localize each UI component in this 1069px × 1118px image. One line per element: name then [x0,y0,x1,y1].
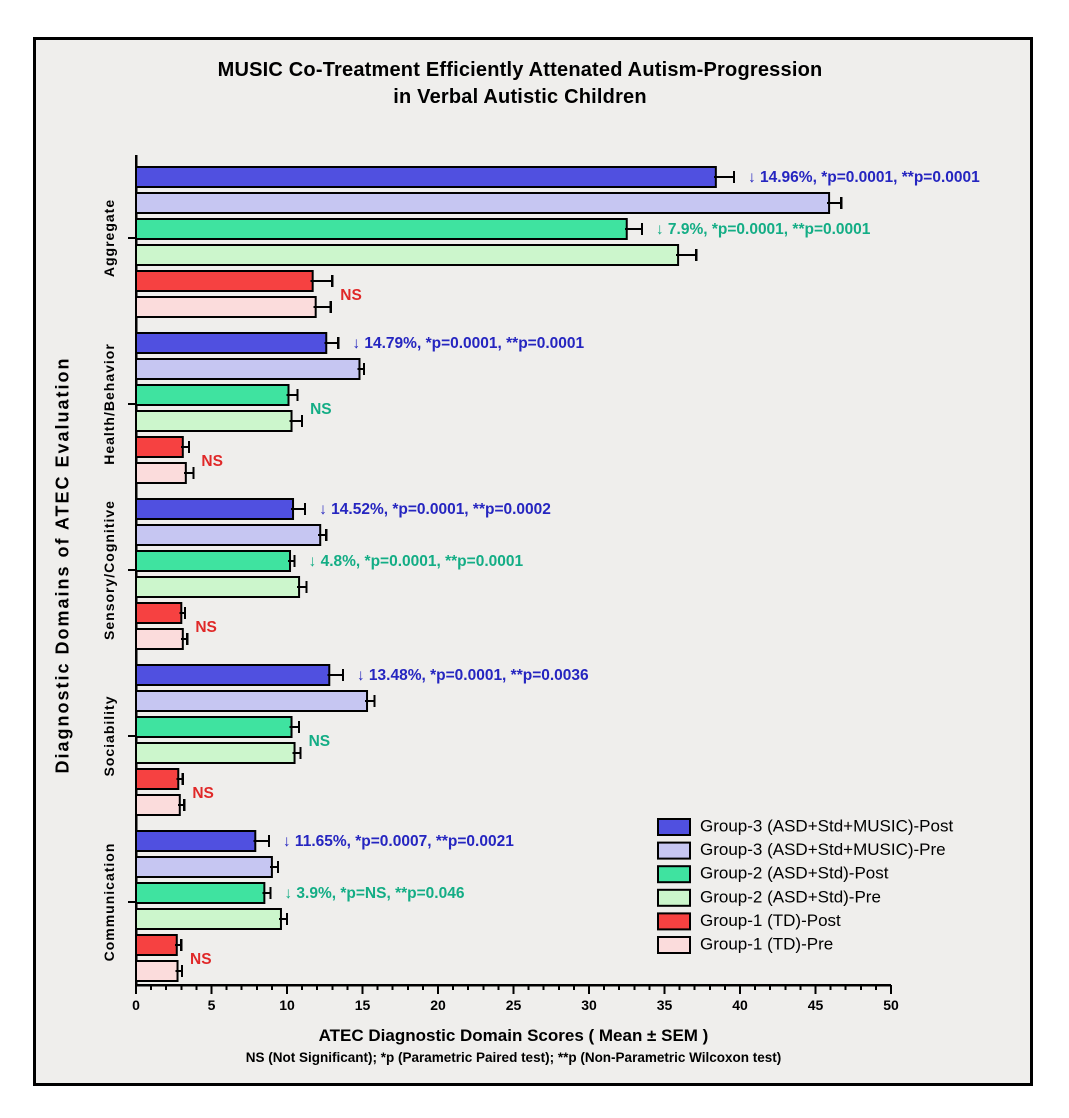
legend-label: Group-1 (TD)-Pre [700,934,833,953]
footnote: NS (Not Significant); *p (Parametric Pai… [245,1050,782,1065]
bar [135,550,292,572]
x-tick-label: 50 [883,997,899,1013]
chart-title-line2: in Verbal Autistic Children [393,86,647,108]
annotation-group1-ns: NS [190,951,212,968]
legend-label: Group-3 (ASD+Std+MUSIC)-Pre [700,840,946,859]
x-tick-label: 0 [132,997,140,1013]
x-tick-label: 15 [355,997,371,1013]
bar [135,856,273,878]
bar [135,882,266,904]
category-label: Aggregate [101,199,117,277]
bar [135,690,369,712]
category-label: Sensory/Cognitive [101,500,117,640]
bar [135,934,178,956]
x-axis-title: ATEC Diagnostic Domain Scores ( Mean ± S… [318,1026,709,1045]
annotation-group2: ↓ 7.9%, *p=0.0001, **p=0.0001 [656,221,871,238]
chart-title: MUSIC Co-Treatment Efficiently Attenated… [36,57,1004,111]
bar [135,908,282,930]
bar [135,358,361,380]
chart-title-line1: MUSIC Co-Treatment Efficiently Attenated… [217,59,823,81]
annotation-group1-ns: NS [192,785,214,802]
annotation-group1-ns: NS [195,619,217,636]
legend-label: Group-1 (TD)-Post [700,911,841,930]
bar [135,410,293,432]
legend-swatch [657,936,691,954]
bar [135,794,181,816]
category-label: Communication [101,843,117,962]
x-tick-label: 45 [808,997,824,1013]
bar [135,628,184,650]
legend-label: Group-2 (ASD+Std)-Post [700,864,889,883]
bar [135,296,317,318]
bar [135,384,290,406]
legend-swatch [657,888,691,907]
legend-swatch [657,912,691,931]
legend-label: Group-3 (ASD+Std+MUSIC)-Post [700,816,953,835]
legend-swatch [657,818,691,836]
bar [135,218,628,240]
bar [135,270,314,292]
bar [135,498,295,520]
bar [135,192,831,214]
x-tick-label: 20 [430,997,446,1013]
bar [135,166,717,188]
bar [135,462,187,484]
annotation-group3: ↓ 14.79%, *p=0.0001, **p=0.0001 [352,335,584,352]
x-tick-label: 40 [732,997,748,1013]
bar [135,716,293,738]
category-label: Health/Behavior [101,343,117,465]
legend-swatch [657,865,691,884]
x-tick-label: 5 [208,997,216,1013]
bar [135,664,331,686]
bar [135,960,179,982]
x-tick-label: 35 [657,997,673,1013]
bar [135,602,183,624]
bar [135,244,680,266]
annotation-group3: ↓ 11.65%, *p=0.0007, **p=0.0021 [283,833,514,850]
bar [135,332,328,354]
annotation-group2-ns: NS [309,733,331,750]
x-tick-label: 10 [279,997,295,1013]
annotation-group1-ns: NS [201,453,223,470]
annotation-group3: ↓ 13.48%, *p=0.0001, **p=0.0036 [357,667,589,684]
annotation-group3: ↓ 14.52%, *p=0.0001, **p=0.0002 [319,501,551,518]
bar [135,742,296,764]
category-label: Sociability [101,695,117,776]
annotation-group2-ns: NS [310,401,332,418]
annotation-group2: ↓ 3.9%, *p=NS, **p=0.046 [284,885,464,902]
annotation-group2: ↓ 4.8%, *p=0.0001, **p=0.0001 [309,553,524,570]
legend-label: Group-2 (ASD+Std)-Pre [700,887,881,906]
bar [135,576,301,598]
bar [135,436,184,458]
annotation-group3: ↓ 14.96%, *p=0.0001, **p=0.0001 [748,169,980,186]
x-tick-label: 25 [506,997,522,1013]
bar [135,768,180,790]
bar [135,524,322,546]
legend-swatch [657,841,691,860]
x-tick-label: 30 [581,997,597,1013]
annotation-group1-ns: NS [340,287,362,304]
bar [135,830,257,852]
